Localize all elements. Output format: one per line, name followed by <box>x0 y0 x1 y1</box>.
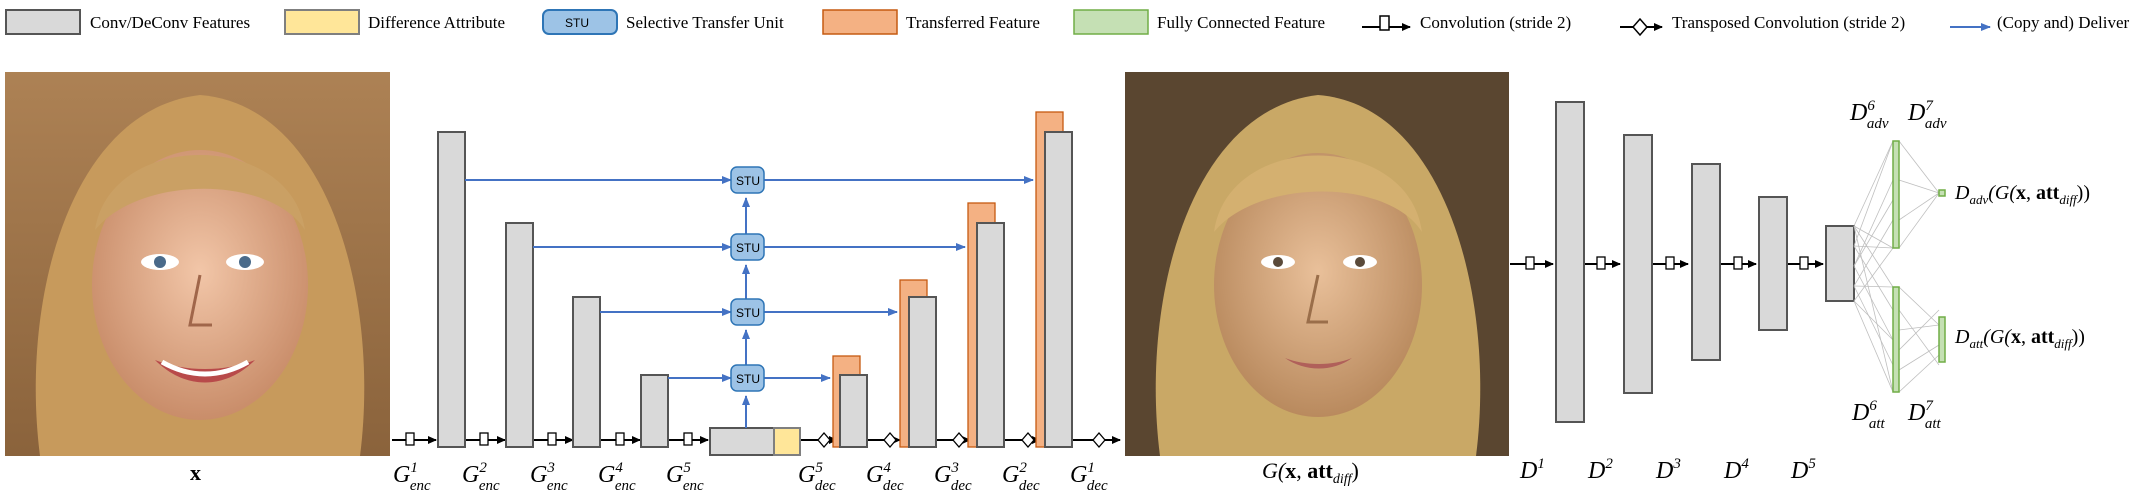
legend-swatch-yellow <box>284 9 360 35</box>
d-att-output-label: Datt(G(x, attdiff)) <box>1954 326 2085 351</box>
label-g-dec-5: G5 dec <box>798 460 836 494</box>
svg-text:STU: STU <box>736 241 760 255</box>
label-d-1: D1 <box>1519 456 1545 484</box>
fc-adv-6 <box>1892 140 1900 249</box>
legend: Conv/DeConv Features Difference Attribut… <box>5 9 2130 37</box>
label-d-adv-7: D7 adv <box>1907 98 1947 132</box>
input-caption: x <box>190 460 201 485</box>
label-g-dec-4: G4 dec <box>866 460 904 494</box>
label-g-dec-2: G2 dec <box>1002 460 1040 494</box>
legend-label-deliver: (Copy and) Deliver <box>1997 13 2130 32</box>
diff-attribute <box>773 427 801 456</box>
label-g-enc-3: G3 enc <box>530 460 568 494</box>
legend-swatch-gray <box>5 9 81 35</box>
enc-feature-1 <box>437 131 466 448</box>
generator: STU STU STU STU G1 enc G2 enc G3 enc G4 enc … <box>392 111 1121 494</box>
legend-label-conv-arrow: Convolution (stride 2) <box>1420 13 1571 32</box>
label-g-enc-5: G5 enc <box>666 460 704 494</box>
legend-label-transferred: Transferred Feature <box>906 13 1040 32</box>
legend-swatch-stu <box>542 9 618 35</box>
disc-feature-1 <box>1555 101 1585 423</box>
stu-unit-4: STU <box>730 364 765 392</box>
label-d-adv-6: D6 adv <box>1849 98 1889 132</box>
disc-conv-glyph-icon <box>1525 256 1809 270</box>
dec-feature-2 <box>1044 131 1073 448</box>
deconv-glyph-icon <box>817 432 1106 448</box>
disc-labels: D1 D2 D3 D4 D5 D6 adv D7 adv D6 att D7 att <box>1519 98 1947 484</box>
disc-feature-4 <box>1758 196 1788 331</box>
label-d-4: D4 <box>1723 456 1749 484</box>
svg-text:STU: STU <box>736 372 760 386</box>
fc-connections <box>1853 140 1940 393</box>
legend-deconv-arrow-icon <box>1620 17 1663 37</box>
legend-label-deconv-arrow: Transposed Convolution (stride 2) <box>1672 13 1905 32</box>
enc-feature-4 <box>640 374 669 448</box>
disc-feature-2 <box>1623 134 1653 394</box>
fc-att-6 <box>1892 286 1900 393</box>
output-face-photo <box>1125 72 1509 456</box>
legend-conv-arrow-icon <box>1362 15 1411 31</box>
label-d-3: D3 <box>1655 456 1681 484</box>
legend-label-fc: Fully Connected Feature <box>1157 13 1325 32</box>
label-g-enc-1: G1 enc <box>393 460 431 494</box>
output-caption: G(x, attdiff) <box>1262 458 1359 487</box>
label-g-dec-1: G1 dec <box>1070 460 1108 494</box>
generator-labels: G1 enc G2 enc G3 enc G4 enc G5 enc G5 dec G4 de… <box>393 460 1108 494</box>
label-g-enc-2: G2 enc <box>462 460 500 494</box>
stu-unit-2: STU <box>730 233 765 261</box>
legend-swatch-orange <box>822 9 898 35</box>
label-d-5: D5 <box>1790 456 1816 484</box>
fc-adv-7 <box>1938 189 1946 197</box>
conv-glyph-icon <box>405 432 693 446</box>
legend-swatch-green <box>1073 9 1149 35</box>
enc-feature-5 <box>709 427 775 456</box>
fc-att-7 <box>1938 316 1946 363</box>
discriminator: D1 D2 D3 D4 D5 D6 adv D7 adv D6 att D7 att D… <box>1510 98 2090 484</box>
legend-swatch-stu-text: STU <box>565 16 589 30</box>
enc-feature-3 <box>572 296 601 448</box>
input-face-photo <box>5 72 390 456</box>
stu-unit-3: STU <box>730 298 765 326</box>
svg-text:STU: STU <box>736 174 760 188</box>
legend-label-stu: Selective Transfer Unit <box>626 13 784 32</box>
legend-label-diff: Difference Attribute <box>368 13 505 32</box>
dec-feature-5 <box>839 374 868 448</box>
disc-feature-5 <box>1825 225 1855 302</box>
dec-feature-4 <box>908 296 937 448</box>
d-adv-output-label: Dadv(G(x, attdiff)) <box>1954 182 2090 207</box>
label-g-dec-3: G3 dec <box>934 460 972 494</box>
stu-unit-1: STU <box>730 166 765 194</box>
label-d-2: D2 <box>1587 456 1613 484</box>
legend-label-conv: Conv/DeConv Features <box>90 13 250 32</box>
enc-feature-2 <box>505 222 534 448</box>
dec-feature-3 <box>976 222 1005 448</box>
deliver-arrows <box>465 176 1034 428</box>
label-d-att-7: D7 att <box>1907 398 1942 432</box>
svg-text:STU: STU <box>736 306 760 320</box>
disc-feature-3 <box>1691 163 1721 361</box>
label-d-att-6: D6 att <box>1851 398 1886 432</box>
label-g-enc-4: G4 enc <box>598 460 636 494</box>
